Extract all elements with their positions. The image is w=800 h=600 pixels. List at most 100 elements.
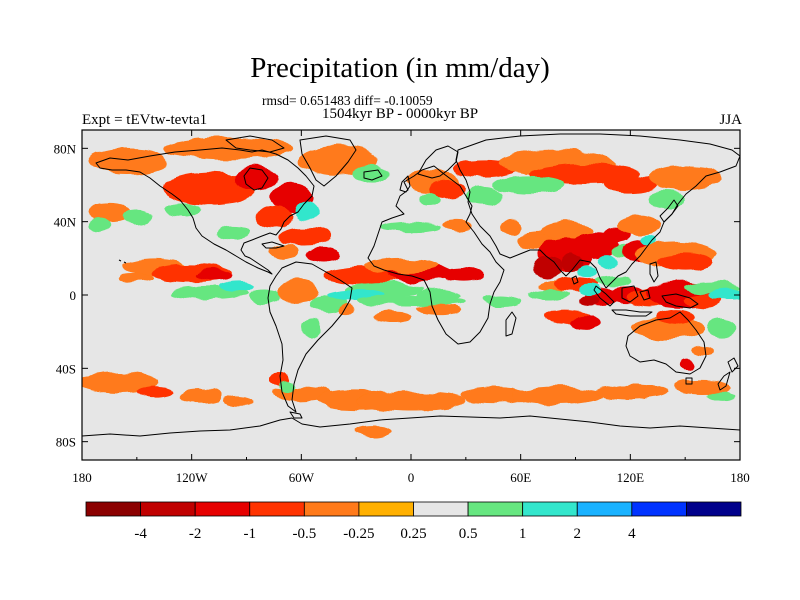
coast-new-guinea	[661, 293, 699, 309]
anomaly-region-59	[617, 216, 662, 235]
anomaly-region-90	[178, 388, 223, 404]
anomaly-region-86	[692, 344, 715, 356]
chart-title: Precipitation (in mm/day)	[250, 52, 550, 84]
anomaly-region-26	[299, 318, 322, 338]
colorbar-swatch-11	[686, 501, 742, 517]
anomaly-region-88	[82, 372, 159, 394]
colorbar-label-2: -1	[244, 526, 257, 542]
anomaly-region-7	[255, 207, 293, 229]
coast-asia	[455, 133, 740, 289]
y-tick-label-3: 40S	[56, 361, 76, 376]
anomaly-region-85	[707, 318, 737, 338]
colorbar-label-5: 0.25	[400, 526, 426, 542]
colorbar-label-3: -0.5	[292, 526, 316, 542]
anomaly-region-80	[579, 284, 602, 295]
anomaly-region-13	[219, 225, 249, 241]
experiment-label: Expt = tEVtw-tevta1	[82, 112, 208, 128]
anomaly-region-89	[136, 386, 174, 398]
x-tick-label-5: 120E	[617, 470, 645, 485]
anomaly-region-15	[304, 247, 342, 262]
anomaly-region-78	[484, 295, 521, 306]
x-tick-label-0: 180	[72, 470, 92, 485]
anomaly-region-40	[465, 186, 503, 206]
coast-tasmania	[685, 377, 693, 385]
anomaly-region-98	[511, 386, 603, 406]
anomaly-region-49	[648, 164, 722, 191]
x-tick-label-6: 180	[730, 470, 750, 485]
anomaly-region-102	[356, 427, 393, 438]
coast-hudson-bay	[243, 167, 269, 191]
anomaly-region-82	[570, 315, 600, 330]
y-tick-label-4: 80S	[56, 435, 76, 450]
anomaly-region-22	[219, 280, 256, 292]
anomaly-region-51	[500, 219, 523, 235]
anomaly-region-39	[442, 219, 472, 231]
y-tick-label-0: 80N	[54, 141, 77, 156]
anomaly-region-55	[560, 252, 583, 272]
season-label: JJA	[719, 112, 742, 128]
coast-britain	[399, 175, 411, 193]
colorbar-label-6: 0.5	[459, 526, 478, 542]
anomaly-region-94	[279, 381, 295, 393]
anomaly-region-64	[639, 234, 658, 246]
colorbar-label-4: -0.25	[343, 526, 374, 542]
anomaly-region-84	[657, 309, 695, 325]
colorbar-swatch-10	[631, 501, 687, 517]
coast-arctic-islands	[225, 135, 285, 153]
x-axis: 180 120W 60W 0 60E 120E 180	[72, 130, 750, 485]
anomaly-region-11	[122, 208, 152, 224]
anomaly-region-10	[89, 218, 112, 233]
anomaly-region-50	[648, 190, 686, 209]
x-tick-label-4: 60E	[510, 470, 531, 485]
coast-greenland	[299, 135, 357, 187]
colorbar-swatch-3	[249, 501, 305, 517]
anomaly-region-23	[250, 289, 280, 305]
anomaly-region-25	[310, 295, 348, 314]
x-tick-label-1: 120W	[176, 470, 209, 485]
anomaly-region-36	[374, 311, 411, 323]
colorbar-swatch-9	[576, 501, 633, 517]
coast-hawaii	[118, 259, 127, 264]
colorbar-swatch-6	[413, 501, 469, 517]
coast-antarctica	[82, 415, 740, 437]
coast-iceland	[363, 169, 383, 181]
anomaly-region-101	[707, 390, 737, 402]
anomaly-region-38	[381, 221, 441, 233]
y-tick-label-1: 40N	[54, 215, 77, 230]
anomaly-region-31	[365, 258, 439, 273]
coast-madagascar	[505, 311, 517, 337]
anomaly-region-14	[279, 227, 331, 246]
anomaly-region-35	[356, 295, 466, 306]
coast-indonesia	[593, 261, 659, 317]
anomaly-region-30	[440, 267, 485, 283]
anomaly-region-24	[275, 280, 320, 303]
anomaly-region-99	[593, 384, 667, 400]
anomaly-region-16	[268, 243, 298, 259]
x-tick-label-3: 0	[408, 470, 415, 485]
colorbar-swatch-7	[467, 501, 524, 517]
period-subtitle: 1504kyr BP - 0000kyr BP	[322, 106, 479, 122]
anomaly-region-62	[577, 265, 596, 277]
anomaly-region-66	[657, 252, 713, 272]
anomaly-region-91	[222, 395, 252, 407]
anomaly-region-47	[493, 175, 567, 195]
anomaly-region-97	[460, 388, 527, 404]
coast-south-america	[267, 261, 353, 413]
colorbar-label-7: 1	[519, 526, 527, 542]
anomaly-region-20	[118, 274, 156, 283]
anomaly-region-3	[162, 172, 258, 206]
anomaly-region-4	[233, 166, 278, 189]
coast-japan	[659, 199, 679, 223]
coast-europe-africa	[367, 165, 505, 345]
colorbar-label-8: 2	[574, 526, 582, 542]
coast-australia	[625, 311, 707, 375]
colorbar-label-0: -4	[134, 526, 147, 542]
anomaly-region-37	[416, 304, 461, 316]
anomaly-region-9	[87, 203, 132, 222]
coast-tierra-del-fuego	[289, 411, 303, 419]
colorbar-label-1: -2	[189, 526, 202, 542]
anomaly-region-48	[602, 175, 658, 195]
colorbar-swatch-4	[303, 501, 360, 517]
anomaly-region-77	[526, 289, 571, 301]
